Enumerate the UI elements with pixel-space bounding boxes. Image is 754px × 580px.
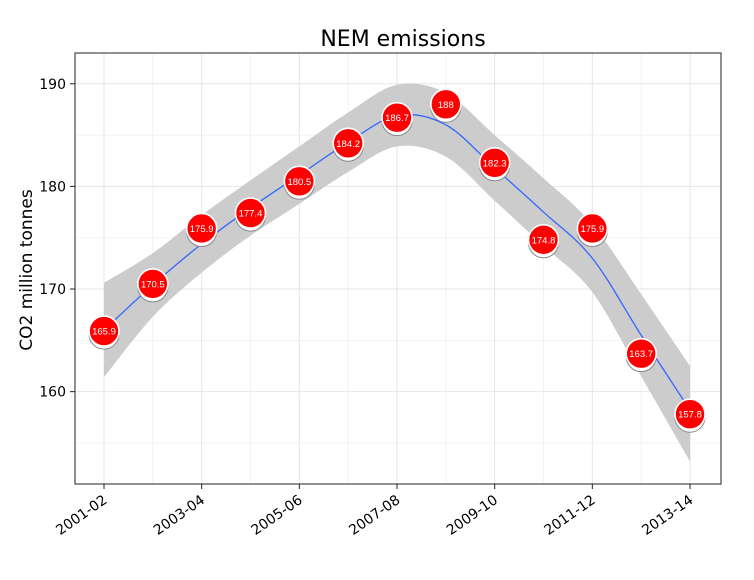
- data-point-2008-09: 188: [430, 88, 462, 123]
- data-point-marker: [88, 315, 120, 347]
- x-tick-label: 2003-04: [151, 492, 208, 539]
- x-tick-label: 2009-10: [444, 492, 501, 539]
- data-point-2006-07: 184.2: [332, 127, 364, 162]
- x-tick-label: 2005-06: [249, 492, 306, 539]
- data-point-label: 165.9: [92, 327, 116, 338]
- x-axis: 2001-02 2003-04 2005-06 2007-08 2009-10 2011-…: [53, 484, 696, 539]
- data-point-marker: [625, 337, 657, 370]
- data-point-label: 184.2: [336, 139, 360, 150]
- data-point-label: 177.4: [239, 209, 263, 220]
- data-point-2013-14: 157.8: [674, 398, 706, 433]
- data-point-label: 175.9: [580, 224, 604, 235]
- data-point-label: 180.5: [287, 177, 311, 188]
- data-point-marker: [527, 223, 560, 256]
- data-point-label: 174.8: [532, 235, 556, 246]
- data-point-label: 188: [438, 100, 454, 111]
- data-point-2010-11: 174.8: [527, 223, 560, 259]
- points-layer: 165.9 170.5 175.9 177.4 180.5 184.2 186.7 188 18…: [88, 88, 706, 433]
- data-point-label: 163.7: [629, 349, 653, 360]
- data-point-2011-12: 175.9: [576, 212, 609, 247]
- data-point-label: 182.3: [483, 158, 507, 169]
- data-point-marker: [332, 127, 364, 160]
- data-point-marker: [478, 147, 511, 179]
- y-axis: 160 170 180 190: [39, 77, 75, 401]
- data-point-label: 186.7: [385, 113, 409, 124]
- y-axis-label: CO2 million tonnes: [17, 189, 37, 351]
- data-point-marker: [234, 197, 267, 229]
- data-point-marker: [381, 101, 413, 134]
- data-point-marker: [674, 398, 706, 431]
- data-point-2001-02: 165.9: [88, 315, 120, 350]
- data-point-2003-04: 175.9: [185, 212, 218, 247]
- x-tick-label: 2013-14: [639, 492, 696, 539]
- data-point-2009-10: 182.3: [478, 147, 511, 182]
- plot-panel-border: [74, 52, 722, 485]
- data-point-marker: [576, 212, 609, 245]
- grid-layer: [75, 53, 721, 484]
- y-tick-label: 190: [39, 77, 66, 93]
- data-point-marker: [283, 165, 316, 198]
- data-point-2004-05: 177.4: [234, 197, 267, 232]
- x-tick-label: 2011-12: [542, 492, 599, 539]
- data-point-label: 157.8: [678, 410, 702, 421]
- x-tick-label: 2007-08: [346, 492, 403, 539]
- data-point-2012-13: 163.7: [625, 337, 657, 373]
- data-point-label: 175.9: [190, 224, 214, 235]
- data-point-marker: [137, 268, 169, 300]
- chart-title: NEM emissions: [320, 27, 485, 52]
- y-tick-label: 170: [39, 282, 66, 298]
- x-tick-label: 2001-02: [53, 492, 110, 539]
- data-point-marker: [430, 88, 462, 121]
- data-point-2002-03: 170.5: [137, 268, 169, 303]
- data-point-2007-08: 186.7: [381, 101, 413, 137]
- y-tick-label: 180: [39, 179, 66, 195]
- y-tick-label: 160: [39, 385, 66, 401]
- data-point-2005-06: 180.5: [283, 165, 316, 200]
- data-point-marker: [185, 212, 218, 245]
- data-point-label: 170.5: [141, 279, 165, 290]
